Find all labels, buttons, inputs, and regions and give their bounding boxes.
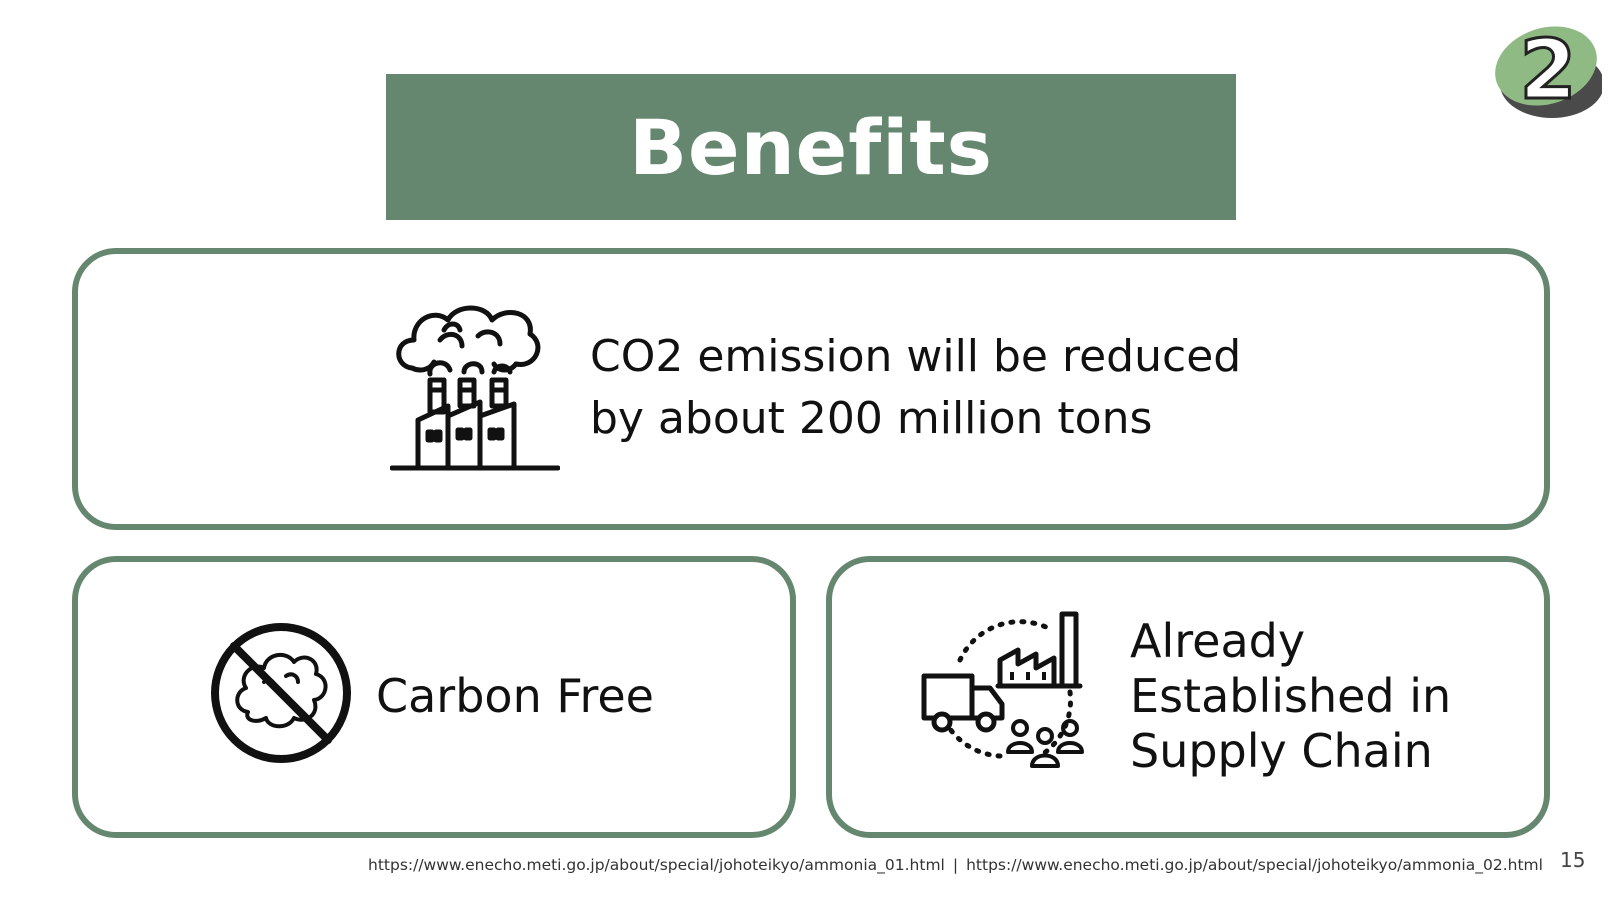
source-links: https://www.enecho.meti.go.jp/about/spec…	[368, 856, 1543, 874]
link-separator: |	[952, 856, 959, 874]
supply-chain-line-1: Already	[1130, 614, 1306, 668]
section-badge-icon: 2	[1495, 22, 1602, 120]
co2-line-1: CO2 emission will be reduced	[590, 331, 1242, 382]
supply-chain-icon	[921, 611, 1084, 768]
slide-title: Benefits	[629, 102, 993, 192]
source-link-2[interactable]: https://www.enecho.meti.go.jp/about/spec…	[966, 856, 1543, 874]
co2-text: CO2 emission will be reduced by about 20…	[590, 326, 1310, 450]
supply-chain-line-2: Established in	[1130, 669, 1452, 723]
no-smoke-icon	[211, 623, 351, 763]
co2-line-2: by about 200 million tons	[590, 393, 1153, 444]
supply-chain-text: Already Established in Supply Chain	[1130, 614, 1530, 779]
carbon-free-card	[72, 556, 796, 838]
factory-smoke-icon	[390, 305, 560, 471]
title-banner: Benefits	[386, 74, 1236, 220]
co2-card	[72, 248, 1550, 530]
page-number: 15	[1560, 848, 1586, 872]
carbon-free-label: Carbon Free	[376, 669, 654, 723]
supply-chain-card	[826, 556, 1550, 838]
supply-chain-line-3: Supply Chain	[1130, 724, 1433, 778]
badge-number: 2	[1519, 23, 1576, 118]
source-link-1[interactable]: https://www.enecho.meti.go.jp/about/spec…	[368, 856, 945, 874]
